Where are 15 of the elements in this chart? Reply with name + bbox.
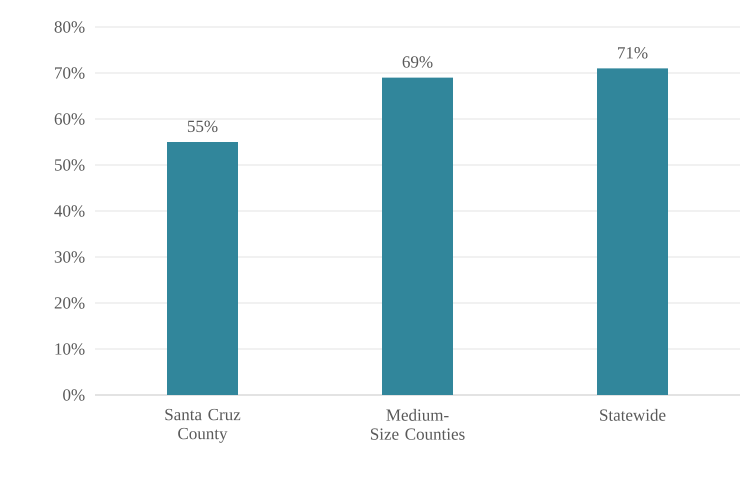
- x-tick-label: Statewide: [600, 408, 666, 421]
- data-label: 55%: [188, 120, 218, 132]
- y-tick-label: 60%: [54, 113, 85, 125]
- data-label: 71%: [618, 47, 648, 59]
- y-tick-label: 10%: [55, 343, 85, 355]
- y-tick-label: 40%: [54, 205, 85, 217]
- y-tick-label: 30%: [54, 251, 85, 263]
- y-tick-label: 0%: [63, 389, 85, 401]
- data-label: 69%: [402, 56, 432, 68]
- y-tick-label: 50%: [54, 159, 85, 171]
- y-tick-label: 70%: [55, 67, 85, 79]
- x-tick-label: Medium- Size Counties: [370, 408, 465, 440]
- y-tick-label: 80%: [54, 21, 85, 33]
- y-tick-label: 20%: [54, 297, 85, 309]
- x-tick-label: Santa Cruz County: [165, 408, 240, 443]
